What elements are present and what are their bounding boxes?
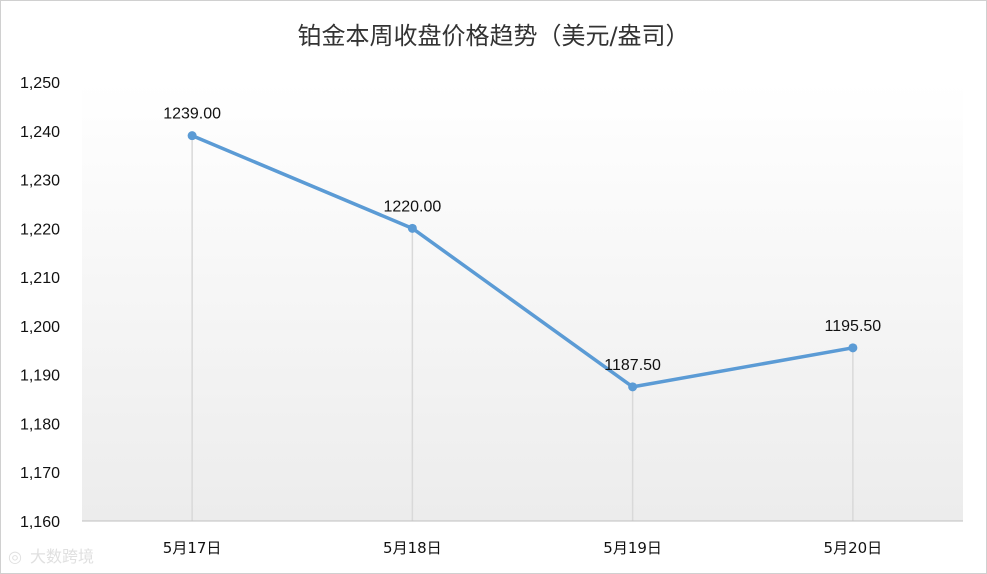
x-tick-label: 5月19日 (603, 539, 662, 557)
data-point (848, 343, 858, 353)
data-point (628, 382, 638, 392)
y-tick-label: 1,160 (20, 514, 60, 531)
x-tick-label: 5月17日 (163, 539, 222, 557)
plot-area (82, 82, 963, 521)
watermark-text: 大数跨境 (30, 547, 94, 566)
x-tick-label: 5月20日 (824, 539, 883, 557)
y-tick-label: 1,180 (20, 416, 60, 433)
y-tick-label: 1,210 (20, 270, 60, 287)
chart-title: 铂金本周收盘价格趋势（美元/盎司） (297, 22, 690, 50)
x-tick-label: 5月18日 (383, 539, 442, 557)
data-label: 1195.50 (825, 318, 882, 335)
watermark: ◎ 大数跨境 (8, 547, 94, 566)
y-tick-label: 1,220 (20, 221, 60, 238)
y-tick-label: 1,170 (20, 465, 60, 482)
data-label: 1220.00 (383, 198, 441, 215)
data-point (187, 131, 197, 141)
data-point (407, 223, 417, 233)
watermark-logo-icon: ◎ (8, 547, 22, 566)
y-tick-label: 1,240 (20, 124, 60, 141)
y-tick-label: 1,190 (20, 368, 60, 385)
data-label: 1239.00 (163, 106, 221, 123)
y-tick-label: 1,230 (20, 173, 60, 190)
series-line (190, 133, 855, 389)
data-label: 1187.50 (604, 357, 661, 374)
y-tick-label: 1,200 (20, 319, 60, 336)
y-tick-label: 1,250 (20, 75, 60, 92)
